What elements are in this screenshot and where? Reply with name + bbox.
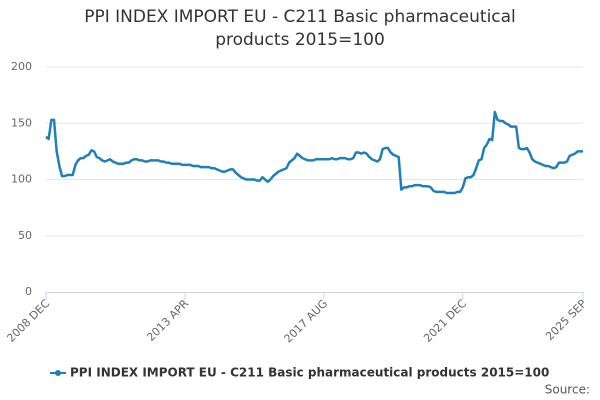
x-tick-label: 2017 AUG (282, 297, 331, 346)
y-tick-label: 200 (11, 60, 32, 73)
data-line (45, 110, 583, 195)
chart-title: PPI INDEX IMPORT EU - C211 Basic pharmac… (84, 7, 516, 50)
legend-marker (55, 370, 61, 376)
y-tick-label: 50 (18, 229, 32, 242)
x-tick-label: 2021 DEC (421, 297, 469, 345)
y-tick-label: 150 (11, 116, 32, 129)
x-tick-label: 2013 APR (144, 297, 191, 344)
y-tick-label: 0 (25, 285, 32, 298)
x-tick-label: 2025 SEP (543, 297, 589, 343)
y-tick-label: 100 (11, 173, 32, 186)
x-tick-label: 2008 DEC (4, 297, 52, 345)
source: Source: (545, 383, 590, 397)
legend-label: PPI INDEX IMPORT EU - C211 Basic pharmac… (70, 366, 549, 380)
